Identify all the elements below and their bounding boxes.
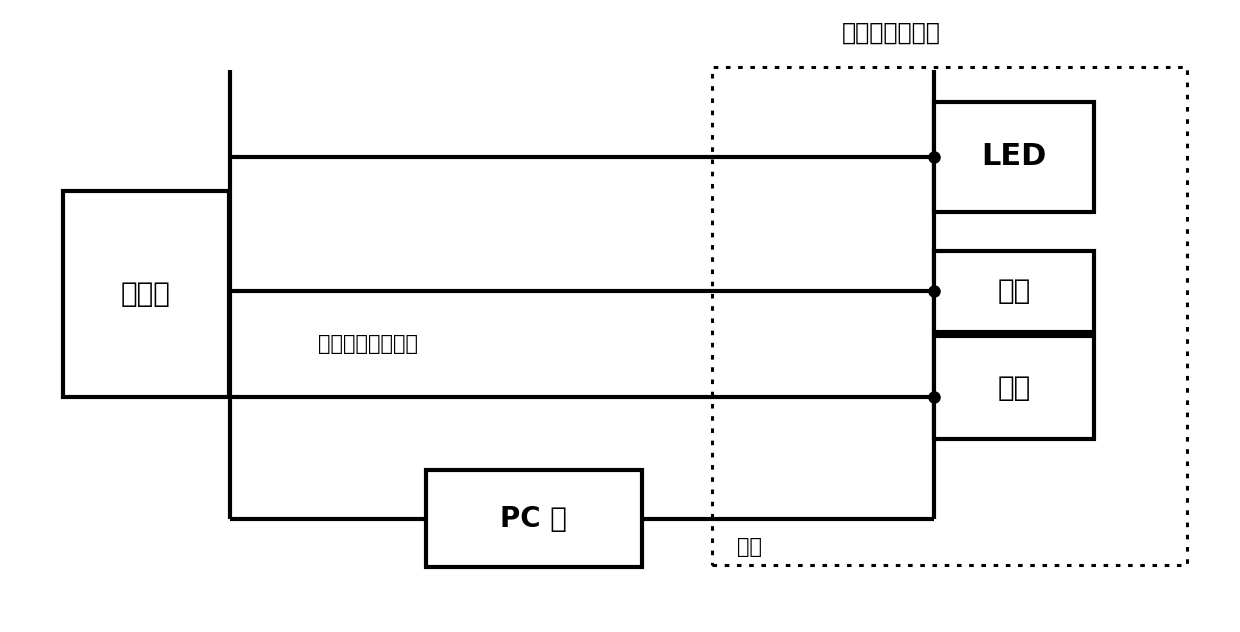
Text: PC 机: PC 机 [501, 505, 567, 533]
Text: 激光: 激光 [997, 277, 1030, 305]
Bar [934, 102, 1094, 212]
Text: LED: LED [981, 142, 1047, 171]
Text: 网线: 网线 [737, 537, 763, 557]
Bar [427, 470, 641, 567]
Text: 控制箱: 控制箱 [120, 280, 171, 308]
Text: 外部触发相机电源: 外部触发相机电源 [319, 334, 418, 354]
Bar [712, 66, 1187, 566]
Bar [63, 191, 229, 397]
Bar [934, 336, 1094, 439]
Text: 相机: 相机 [997, 374, 1030, 402]
Text: 可调节的测量头: 可调节的测量头 [842, 21, 941, 45]
Bar [934, 250, 1094, 332]
